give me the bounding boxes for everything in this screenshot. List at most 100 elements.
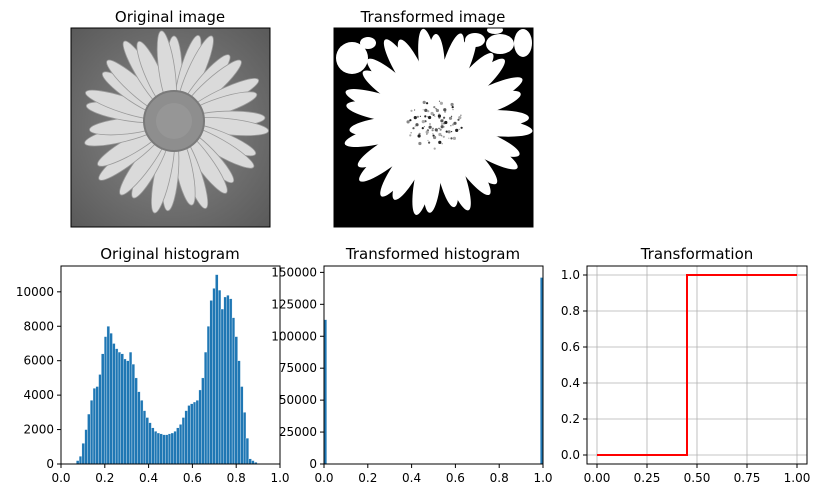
speckle — [438, 113, 440, 115]
histogram-bar — [243, 412, 247, 465]
petal — [446, 125, 518, 170]
transformed-histogram-title: Transformed histogram — [345, 245, 520, 263]
speckle — [421, 127, 424, 130]
speckle — [426, 102, 429, 105]
speckle — [443, 126, 445, 128]
histogram-bar — [187, 405, 191, 465]
histogram-bar — [184, 410, 188, 465]
speckle — [434, 115, 436, 117]
speckle — [433, 147, 436, 150]
speckle — [410, 109, 413, 112]
x-tick-label: 0.25 — [634, 471, 661, 485]
histogram-bar — [176, 427, 180, 465]
speckle — [430, 111, 434, 116]
histogram-bar — [131, 363, 135, 465]
speckle — [443, 116, 446, 119]
petal — [438, 34, 477, 111]
histogram-bar — [129, 351, 133, 465]
speckle — [441, 143, 443, 145]
petal — [412, 132, 438, 215]
histogram-bar — [170, 432, 174, 465]
histogram-bar — [162, 434, 166, 465]
speckle — [460, 126, 463, 129]
histogram-bar — [101, 353, 105, 465]
speckle — [450, 102, 454, 107]
panel-original-histogram: Original histogram 0.0 0.2 0.4 0.6 0.8 1.0 0 2… — [16, 245, 290, 485]
histogram-bar — [123, 358, 127, 465]
speckle — [416, 115, 419, 118]
transformed-histogram-yticks: 0 25000 50000 75000 100000 125000 150000 — [271, 265, 324, 471]
speckle — [445, 130, 448, 133]
speckle — [450, 125, 452, 127]
speckle — [458, 116, 462, 120]
speckle — [455, 128, 459, 132]
original-image — [71, 28, 270, 227]
petal — [367, 58, 428, 114]
speckle — [426, 133, 428, 135]
y-tick-label: 50000 — [279, 393, 317, 407]
histogram-bar — [90, 400, 94, 465]
speckle — [422, 100, 426, 104]
speckle — [460, 114, 462, 116]
histogram-bar — [165, 434, 169, 465]
speckle — [438, 127, 440, 129]
histogram-bar — [142, 410, 147, 465]
histogram-bar — [218, 289, 222, 465]
speckle — [440, 125, 444, 129]
speckle — [415, 123, 419, 127]
histogram-bar — [76, 460, 80, 465]
speckle — [442, 118, 444, 120]
original-histogram-title: Original histogram — [100, 245, 240, 263]
speckle — [413, 116, 417, 120]
original-histogram-axes — [60, 265, 281, 465]
x-tick-label: 0.0 — [51, 471, 70, 485]
y-tick-label: 10000 — [16, 285, 54, 299]
speckle — [441, 135, 443, 137]
x-tick-label: 0.50 — [684, 471, 711, 485]
transformed-image-title: Transformed image — [360, 8, 506, 26]
speckle — [410, 132, 412, 134]
blob-top-left — [336, 42, 368, 74]
speckle — [448, 137, 450, 139]
histogram-bar — [201, 377, 205, 465]
daisy-center-binary — [406, 91, 466, 151]
speckle — [438, 132, 442, 137]
speckle — [414, 109, 416, 111]
x-tick-label: 0.4 — [402, 471, 421, 485]
histogram-bar — [98, 374, 102, 465]
blob-right-edge — [514, 29, 532, 57]
y-tick-label: 150000 — [271, 265, 317, 279]
histogram-bar — [231, 317, 236, 465]
transformation-xticks: 0.00 0.25 0.50 0.75 1.00 — [584, 464, 810, 485]
petal — [357, 125, 426, 168]
x-tick-label: 0.0 — [314, 471, 333, 485]
transformed-image-frame — [333, 27, 534, 228]
speckle — [424, 120, 427, 123]
original-image-frame — [70, 27, 271, 228]
transformed-histogram-bars — [323, 277, 544, 465]
histogram-bar — [154, 431, 158, 465]
histogram-bar — [251, 460, 255, 465]
speckle — [437, 114, 441, 118]
speckle — [419, 115, 421, 117]
histogram-bar — [220, 308, 224, 465]
histogram-bar — [190, 403, 194, 465]
histogram-bar — [234, 336, 238, 465]
y-tick-label: 100000 — [271, 329, 317, 343]
original-histogram-yticks: 0 2000 4000 6000 8000 10000 — [16, 285, 61, 471]
panel-transformed-histogram: Transformed histogram 0.0 0.2 0.4 0.6 0.8 1.0… — [271, 245, 552, 485]
speckle — [439, 128, 442, 131]
histogram-bar — [126, 360, 130, 465]
speckle — [432, 133, 434, 135]
histogram-bar — [81, 443, 85, 465]
blob-top-left-small — [360, 37, 376, 49]
x-tick-label: 0.2 — [95, 471, 114, 485]
histogram-bar — [215, 274, 219, 465]
transformation-yticks: 0.0 0.2 0.4 0.6 0.8 1.0 — [561, 268, 587, 462]
speckle — [412, 127, 415, 130]
speckle — [418, 141, 422, 146]
x-tick-label: 0.00 — [584, 471, 611, 485]
speckle — [448, 116, 453, 120]
histogram-bar — [117, 351, 121, 465]
